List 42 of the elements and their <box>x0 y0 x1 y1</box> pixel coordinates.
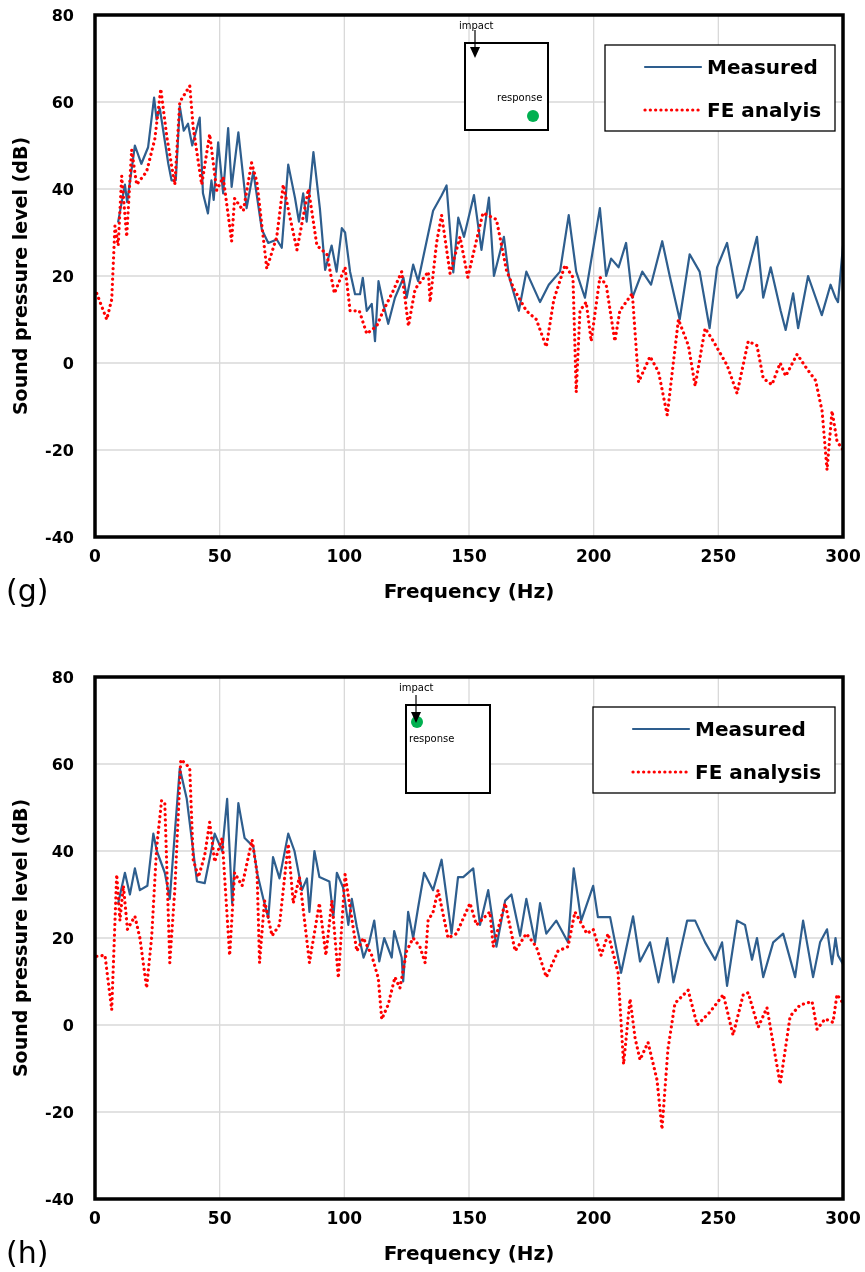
y-tick-label: 40 <box>51 180 74 199</box>
y-tick-label: 20 <box>51 267 74 286</box>
x-tick-label: 0 <box>89 1208 102 1228</box>
x-tick-label: 200 <box>575 546 612 566</box>
y-tick-label: 20 <box>51 929 74 948</box>
legend-label: FE analyis <box>707 98 822 122</box>
y-tick-label: 0 <box>62 354 74 373</box>
y-tick-label: -40 <box>45 1190 74 1209</box>
y-tick-label: 60 <box>51 93 74 112</box>
x-axis-title: Frequency (Hz) <box>383 579 555 603</box>
annotation: response <box>409 733 455 744</box>
legend-label: Measured <box>695 717 806 741</box>
x-tick-label: 250 <box>700 1208 737 1228</box>
text: (h) <box>6 1235 49 1270</box>
y-tick-label: 80 <box>51 6 74 25</box>
x-tick-label: 150 <box>451 1208 487 1228</box>
x-tick-label: 50 <box>207 546 232 566</box>
x-tick-label: 100 <box>326 546 363 566</box>
x-axis-title: Frequency (Hz) <box>383 1241 555 1265</box>
legend-label: FE analysis <box>695 760 822 784</box>
y-tick-label: -40 <box>45 528 74 547</box>
x-tick-label: 300 <box>825 546 861 566</box>
y-axis-title: Sound pressure level (dB) <box>9 136 31 416</box>
y-tick-label: -20 <box>45 1103 74 1122</box>
legend-label: Measured <box>707 55 818 79</box>
annotation: response <box>497 92 543 103</box>
y-tick-label: -20 <box>45 441 74 460</box>
x-tick-label: 150 <box>451 546 487 566</box>
x-tick-label: 0 <box>89 546 102 566</box>
text: (g) <box>6 573 49 608</box>
y-axis-title: Sound pressure level (dB) <box>9 798 31 1078</box>
y-tick-label: 60 <box>51 755 74 774</box>
x-tick-label: 250 <box>700 546 737 566</box>
y-tick-label: 40 <box>51 842 74 861</box>
x-tick-label: 300 <box>825 1208 861 1228</box>
y-tick-label: 0 <box>62 1016 74 1035</box>
annotation: impact <box>399 682 434 693</box>
x-tick-label: 50 <box>207 1208 232 1228</box>
annotation: impact <box>459 20 494 31</box>
x-tick-label: 100 <box>326 1208 363 1228</box>
y-tick-label: 80 <box>51 668 74 687</box>
x-tick-label: 200 <box>575 1208 612 1228</box>
